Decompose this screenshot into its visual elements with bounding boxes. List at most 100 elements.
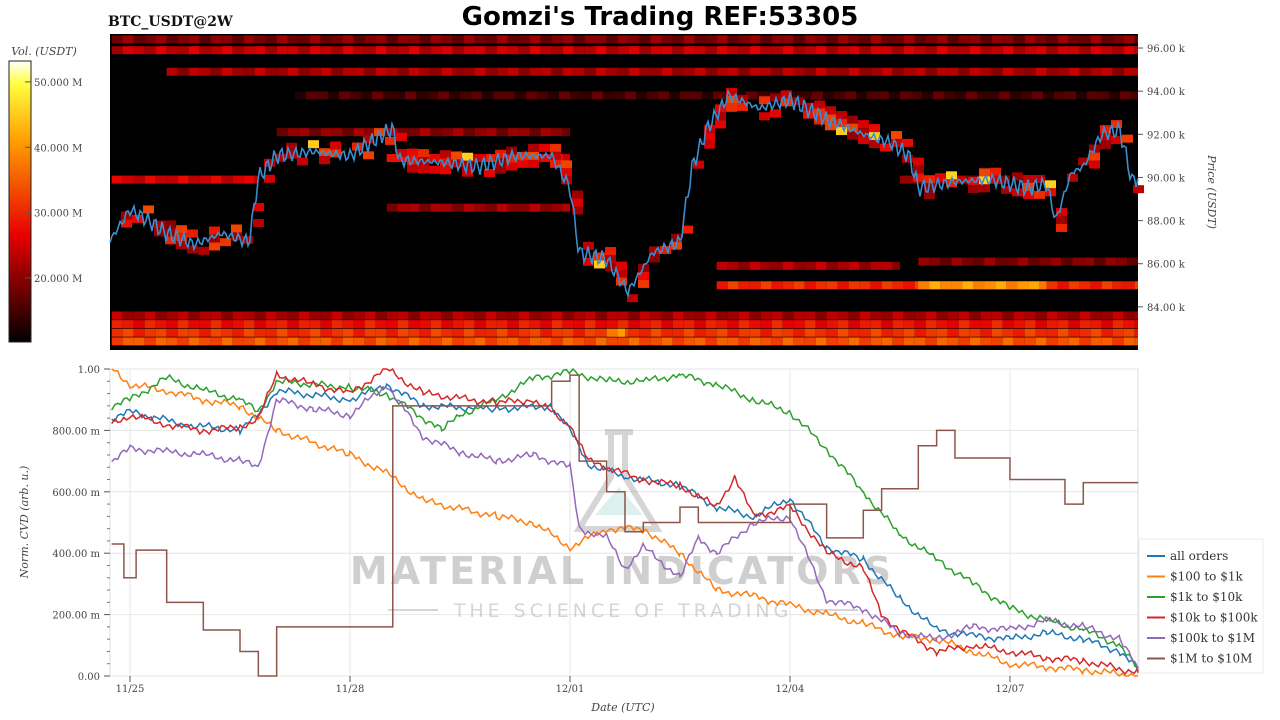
heatmap-cell [1123, 320, 1135, 329]
heatmap-cell [661, 337, 673, 346]
heatmap-cell [419, 311, 431, 320]
heatmap-cell [848, 328, 860, 337]
heatmap-cell [936, 67, 948, 76]
heatmap-cell [1089, 152, 1100, 161]
y-tick-label: 400.00 m [52, 549, 100, 560]
heatmap-cell [276, 311, 288, 320]
heatmap-cell [782, 35, 794, 44]
heatmap-cell [188, 311, 200, 320]
heatmap-cell [1112, 328, 1124, 337]
heatmap-cell [177, 337, 189, 346]
heatmap-cell [771, 311, 783, 320]
heatmap-cell [914, 35, 926, 44]
heatmap-cell [474, 154, 486, 163]
heatmap-cell [375, 328, 387, 337]
heatmap-cell [947, 320, 959, 329]
heatmap-cell [613, 91, 625, 100]
heatmap-cell [1100, 125, 1111, 134]
heatmap-cell [397, 154, 409, 163]
heatmap-cell [881, 67, 893, 76]
heatmap-cell [573, 46, 585, 55]
heatmap-cell [705, 35, 717, 44]
heatmap-cell [353, 311, 365, 320]
heatmap-cell [903, 281, 915, 290]
heatmap-cell [1134, 46, 1138, 55]
x-tick-label: 12/07 [996, 684, 1025, 695]
heatmap-cell [1046, 311, 1058, 320]
heatmap-cell [759, 112, 770, 121]
heatmap-cell [606, 35, 618, 44]
heatmap-cell [815, 67, 827, 76]
heatmap-cell [804, 261, 816, 270]
heatmap-cell [918, 257, 930, 266]
watermark-tagline: THE SCIENCE OF TRADING [453, 600, 793, 622]
heatmap-cell [551, 67, 563, 76]
heatmap-cell [363, 135, 374, 144]
price-line [109, 88, 1139, 299]
heatmap-cell [814, 100, 825, 109]
heatmap-cell [166, 46, 178, 55]
heatmap-cell [584, 337, 596, 346]
heatmap-cell [320, 35, 332, 44]
heatmap-cell [375, 67, 387, 76]
heatmap-cell [771, 46, 783, 55]
heatmap-cell [870, 320, 882, 329]
heatmap-cell [199, 337, 211, 346]
heatmap-cell [595, 328, 607, 337]
heatmap-cell [1127, 257, 1138, 266]
heatmap-cell [1013, 67, 1025, 76]
heatmap-cell [968, 184, 979, 193]
heatmap-cell [320, 128, 332, 137]
heatmap-cell [518, 67, 530, 76]
price-tick-label: 86.00 k [1147, 260, 1186, 271]
heatmap-cell [715, 112, 726, 121]
heatmap-cell [1086, 91, 1098, 100]
heatmap-cell [122, 337, 134, 346]
heatmap-cell [826, 320, 838, 329]
heatmap-cell [210, 35, 222, 44]
heatmap-cell [558, 91, 570, 100]
heatmap-cell [870, 261, 882, 270]
heatmap-cell [979, 168, 990, 177]
heatmap-cell [155, 320, 167, 329]
colorbar-tick-label: 20.000 M [34, 274, 82, 285]
heatmap-cell [561, 176, 572, 185]
heatmap-cell [661, 320, 673, 329]
heatmap-cell [298, 128, 310, 137]
heatmap-cell [815, 46, 827, 55]
heatmap-cell [177, 35, 189, 44]
heatmap-cell [122, 328, 134, 337]
heatmap-cell [1112, 337, 1124, 346]
heatmap-cell [1035, 46, 1047, 55]
heatmap-cell [231, 224, 242, 233]
heatmap-cell [583, 241, 594, 250]
heatmap-cell [584, 67, 596, 76]
heatmap-cell [958, 328, 970, 337]
heatmap-cell [1112, 67, 1124, 76]
heatmap-cell [540, 128, 552, 137]
heatmap-cell [726, 87, 737, 96]
heatmap-cell [199, 46, 211, 55]
heatmap-cell [485, 311, 497, 320]
heatmap-cell [440, 150, 451, 159]
heatmap-cell [415, 91, 427, 100]
heatmap-cell [165, 236, 176, 245]
heatmap-cell [881, 35, 893, 44]
heatmap-cell [440, 166, 451, 175]
heatmap-cell [943, 91, 955, 100]
heatmap-cell [617, 67, 629, 76]
heatmap-cell [133, 175, 145, 184]
heatmap-cell [1013, 46, 1025, 55]
heatmap-cell [639, 35, 651, 44]
heatmap-cell [342, 311, 354, 320]
heatmap-cell [481, 91, 493, 100]
heatmap-cell [496, 128, 508, 137]
heatmap-cell [1013, 311, 1025, 320]
heatmap-cell [624, 91, 636, 100]
heatmap-cell [595, 35, 607, 44]
heatmap-cell [947, 67, 959, 76]
heatmap-cell [727, 35, 739, 44]
heatmap-cell [903, 320, 915, 329]
heatmap-cell [155, 175, 167, 184]
heatmap-cell [837, 320, 849, 329]
